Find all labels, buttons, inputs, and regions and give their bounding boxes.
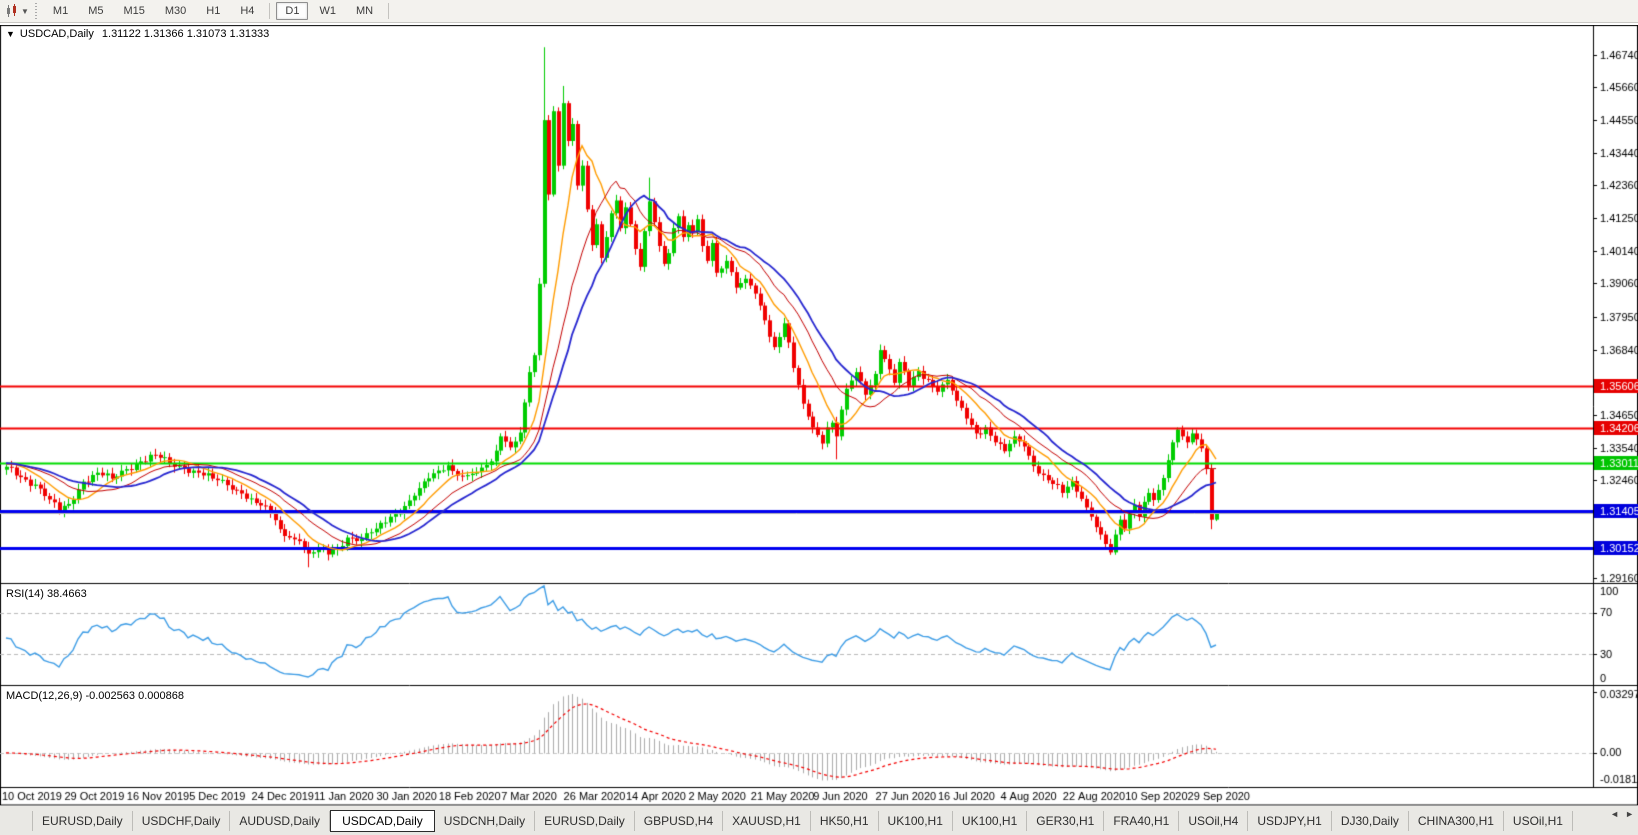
tab-item[interactable]: USOil,H1 [1504,810,1573,831]
timeframe-button-w1[interactable]: W1 [319,5,336,17]
macd-indicator-label: MACD(12,26,9) -0.002563 0.000868 [6,690,184,702]
price-chart-canvas[interactable] [0,25,1638,805]
timeframe-button-mn[interactable]: MN [355,5,374,17]
tab-item[interactable]: EURUSD,Daily [32,810,133,831]
toolbar-grip-handle[interactable] [34,3,37,19]
chart-ohlc-quote: 1.31122 1.31366 1.31073 1.31333 [101,28,270,40]
tab-item[interactable]: USDCHF,Daily [133,810,231,831]
tab-item[interactable]: USDJPY,H1 [1248,810,1332,831]
tab-item[interactable]: EURUSD,Daily [535,810,635,831]
timeframe-button-h1[interactable]: H1 [206,5,221,17]
toolbar-separator [269,3,271,19]
chart-tabs-bar: EURUSD,Daily USDCHF,Daily AUDUSD,Daily USDC… [0,805,1638,835]
tab-item[interactable]: AUDUSD,Daily [230,810,331,831]
timeframe-toolbar: ▼ M1 M5 M15 M30 H1 H4 D1 W1 MN [0,0,1638,23]
timeframe-buttons: M1 M5 M15 M30 H1 H4 D1 W1 MN [43,2,394,20]
timeframe-button-d1[interactable]: D1 [276,2,309,20]
tab-item[interactable]: USDCNH,Daily [435,810,536,831]
tab-item[interactable]: USOil,H4 [1179,810,1249,831]
tab-item[interactable]: DJ30,Daily [1332,810,1409,831]
toolbar-separator [388,3,390,19]
tab-item[interactable]: GBPUSD,H4 [635,810,724,831]
chart-tools-dropdown-icon[interactable]: ▼ [21,6,29,16]
tab-item[interactable]: FRA40,H1 [1104,810,1180,831]
timeframe-button-m30[interactable]: M30 [164,5,187,17]
chart-title-row: ▼ USDCAD,Daily 1.31122 1.31366 1.31073 1… [6,28,269,40]
tab-item[interactable]: CHINA300,H1 [1409,810,1504,831]
timeframe-button-h4[interactable]: H4 [240,5,255,17]
tab-item[interactable]: UK100,H1 [879,810,953,831]
rsi-indicator-label: RSI(14) 38.4663 [6,588,87,600]
window-menu-icon[interactable]: ▼ [6,29,15,39]
tab-scroll-controls: ◄ ► [1610,809,1634,819]
tab-item[interactable]: UK100,H1 [953,810,1028,831]
chart-window: ▼ USDCAD,Daily 1.31122 1.31366 1.31073 1… [0,25,1638,805]
tab-scroll-right-icon[interactable]: ► [1625,809,1634,819]
chart-symbol-title: USDCAD,Daily [19,28,94,40]
timeframe-button-m1[interactable]: M1 [52,5,69,17]
tab-item-active[interactable]: USDCAD,Daily [330,809,435,832]
tab-scroll-left-icon[interactable]: ◄ [1610,809,1620,819]
timeframe-button-m5[interactable]: M5 [88,5,104,17]
chart-tools-icon[interactable] [3,3,21,19]
tab-item[interactable]: GER30,H1 [1027,810,1105,831]
tab-item[interactable]: HK50,H1 [811,810,879,831]
timeframe-button-m15[interactable]: M15 [123,5,145,17]
tab-item[interactable]: XAUUSD,H1 [723,810,811,831]
